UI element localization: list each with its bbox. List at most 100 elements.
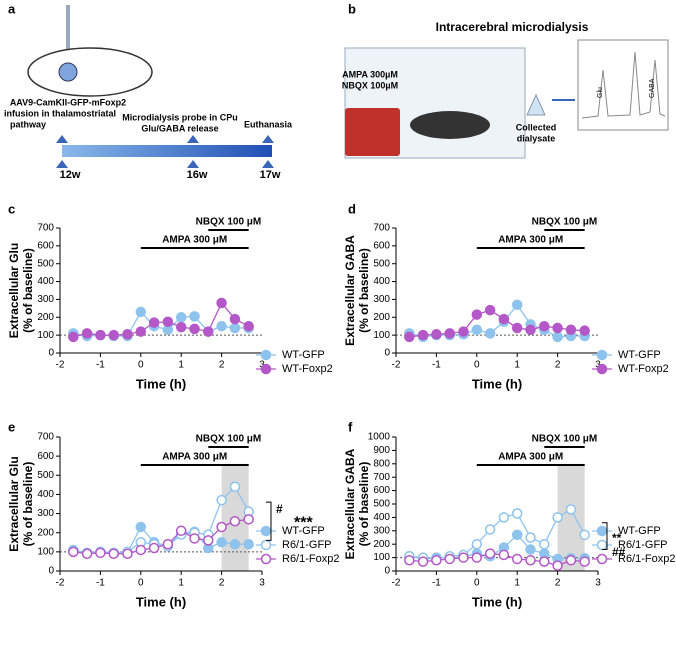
syringe bbox=[66, 5, 70, 50]
y-tick-label: 900 bbox=[373, 445, 390, 456]
x-tick-label: 3 bbox=[259, 360, 265, 371]
data-point bbox=[511, 322, 523, 334]
data-point bbox=[135, 521, 147, 533]
legend-label: WT-Foxp2 bbox=[282, 363, 333, 375]
x-tick-label: 0 bbox=[138, 578, 144, 589]
legend-label: R6/1-Foxp2 bbox=[282, 553, 339, 565]
data-point bbox=[579, 556, 590, 567]
euthanasia-text: Euthanasia bbox=[244, 119, 293, 129]
data-point bbox=[498, 512, 510, 523]
chromatogram-trace bbox=[581, 51, 666, 119]
timeline bbox=[62, 145, 272, 157]
legend-marker bbox=[596, 525, 608, 537]
legend-label: WT-GFP bbox=[282, 349, 325, 361]
y-tick-label: 100 bbox=[373, 330, 390, 341]
data-point bbox=[229, 322, 241, 334]
data-point bbox=[511, 529, 523, 541]
injection-site bbox=[58, 62, 78, 82]
legend-marker bbox=[596, 553, 608, 565]
data-point bbox=[243, 320, 254, 332]
pump bbox=[345, 108, 400, 156]
y-tick-label: 200 bbox=[37, 312, 54, 323]
x-tick-label: 1 bbox=[178, 578, 184, 589]
y-tick-label: 100 bbox=[37, 330, 54, 341]
y-tick-label: 400 bbox=[37, 489, 54, 500]
data-point bbox=[579, 325, 590, 336]
y-axis-title: (% of baseline) bbox=[357, 248, 371, 333]
panel-label: f bbox=[348, 419, 353, 434]
y-tick-label: 0 bbox=[48, 566, 54, 577]
y-tick-label: 100 bbox=[373, 552, 390, 563]
x-axis-title: Time (h) bbox=[472, 376, 522, 391]
data-point bbox=[216, 521, 227, 533]
week-label: 17w bbox=[260, 169, 281, 181]
data-point bbox=[498, 549, 510, 561]
data-point bbox=[95, 547, 106, 559]
y-tick-label: 600 bbox=[37, 240, 54, 251]
y-tick-label: 1000 bbox=[368, 432, 391, 443]
collected-text: Collected bbox=[516, 122, 557, 132]
data-point bbox=[148, 317, 160, 328]
data-point bbox=[511, 299, 523, 311]
data-point bbox=[135, 326, 147, 337]
data-point bbox=[565, 504, 577, 515]
data-point bbox=[68, 331, 79, 343]
data-point bbox=[216, 537, 227, 548]
y-tick-label: 700 bbox=[37, 223, 54, 234]
probe-text: Glu/GABA release bbox=[141, 123, 218, 133]
x-tick-label: 1 bbox=[514, 360, 520, 371]
data-point bbox=[484, 548, 496, 559]
legend-label: R6/1-GFP bbox=[618, 539, 668, 551]
y-tick-label: 300 bbox=[373, 294, 390, 305]
y-axis-title: Extracellular GABA bbox=[343, 235, 357, 346]
data-point bbox=[525, 532, 536, 543]
data-point bbox=[175, 321, 187, 333]
treatment-label: NBQX 100 μM bbox=[196, 434, 262, 445]
data-point bbox=[579, 529, 590, 541]
data-point bbox=[108, 329, 119, 341]
y-tick-label: 300 bbox=[37, 294, 54, 305]
data-point bbox=[539, 320, 550, 332]
y-tick-label: 700 bbox=[37, 432, 54, 443]
y-axis-title: Extracellular Glu bbox=[7, 243, 21, 338]
y-tick-label: 400 bbox=[37, 276, 54, 287]
peak-label: Glu bbox=[597, 87, 604, 98]
y-tick-label: 200 bbox=[373, 312, 390, 323]
data-point bbox=[81, 328, 93, 339]
infusion-text: infusion in thalamostriatal bbox=[4, 108, 116, 118]
data-point bbox=[539, 556, 550, 567]
y-tick-label: 400 bbox=[373, 276, 390, 287]
collected-text: dialysate bbox=[517, 133, 556, 143]
legend-marker bbox=[260, 553, 272, 565]
data-point bbox=[189, 323, 200, 335]
x-tick-label: 0 bbox=[138, 360, 144, 371]
treatment-label: AMPA 300 μM bbox=[162, 452, 227, 463]
chart: 0 100 200 300 400 500 600 700 -2 -1 0 1 2 3 Time (h) Ex… bbox=[343, 217, 669, 392]
drug-text: NBQX 100µM bbox=[342, 80, 398, 90]
data-point bbox=[417, 556, 429, 567]
data-point bbox=[95, 329, 106, 341]
y-axis-title: (% of baseline) bbox=[357, 462, 371, 547]
data-point bbox=[81, 548, 93, 560]
data-point bbox=[417, 329, 429, 341]
legend-label: WT-GFP bbox=[618, 525, 661, 537]
data-point bbox=[162, 538, 174, 550]
x-axis-title: Time (h) bbox=[472, 594, 522, 609]
data-point bbox=[404, 555, 415, 566]
chart: 0 100 200 300 400 500 600 700 800 900 1000 -2 -1 0 1 2 3… bbox=[343, 432, 675, 610]
y-tick-label: 100 bbox=[37, 546, 54, 557]
data-point bbox=[552, 560, 563, 571]
chart: 0 100 200 300 400 500 600 700 -2 -1 0 1 2 3 Time (h) Ex… bbox=[7, 432, 339, 610]
data-point bbox=[175, 312, 187, 323]
y-axis-title: (% of baseline) bbox=[21, 462, 35, 547]
chart: 0 100 200 300 400 500 600 700 -2 -1 0 1 2 3 Time (h) Ex… bbox=[7, 217, 333, 392]
bracket bbox=[602, 522, 608, 551]
x-tick-label: 2 bbox=[555, 578, 561, 589]
data-point bbox=[511, 508, 523, 519]
data-point bbox=[444, 553, 455, 565]
infusion-text: pathway bbox=[10, 119, 46, 129]
panel-label: e bbox=[8, 419, 15, 434]
data-point bbox=[471, 552, 483, 563]
data-point bbox=[471, 324, 483, 336]
y-tick-label: 300 bbox=[373, 525, 390, 536]
